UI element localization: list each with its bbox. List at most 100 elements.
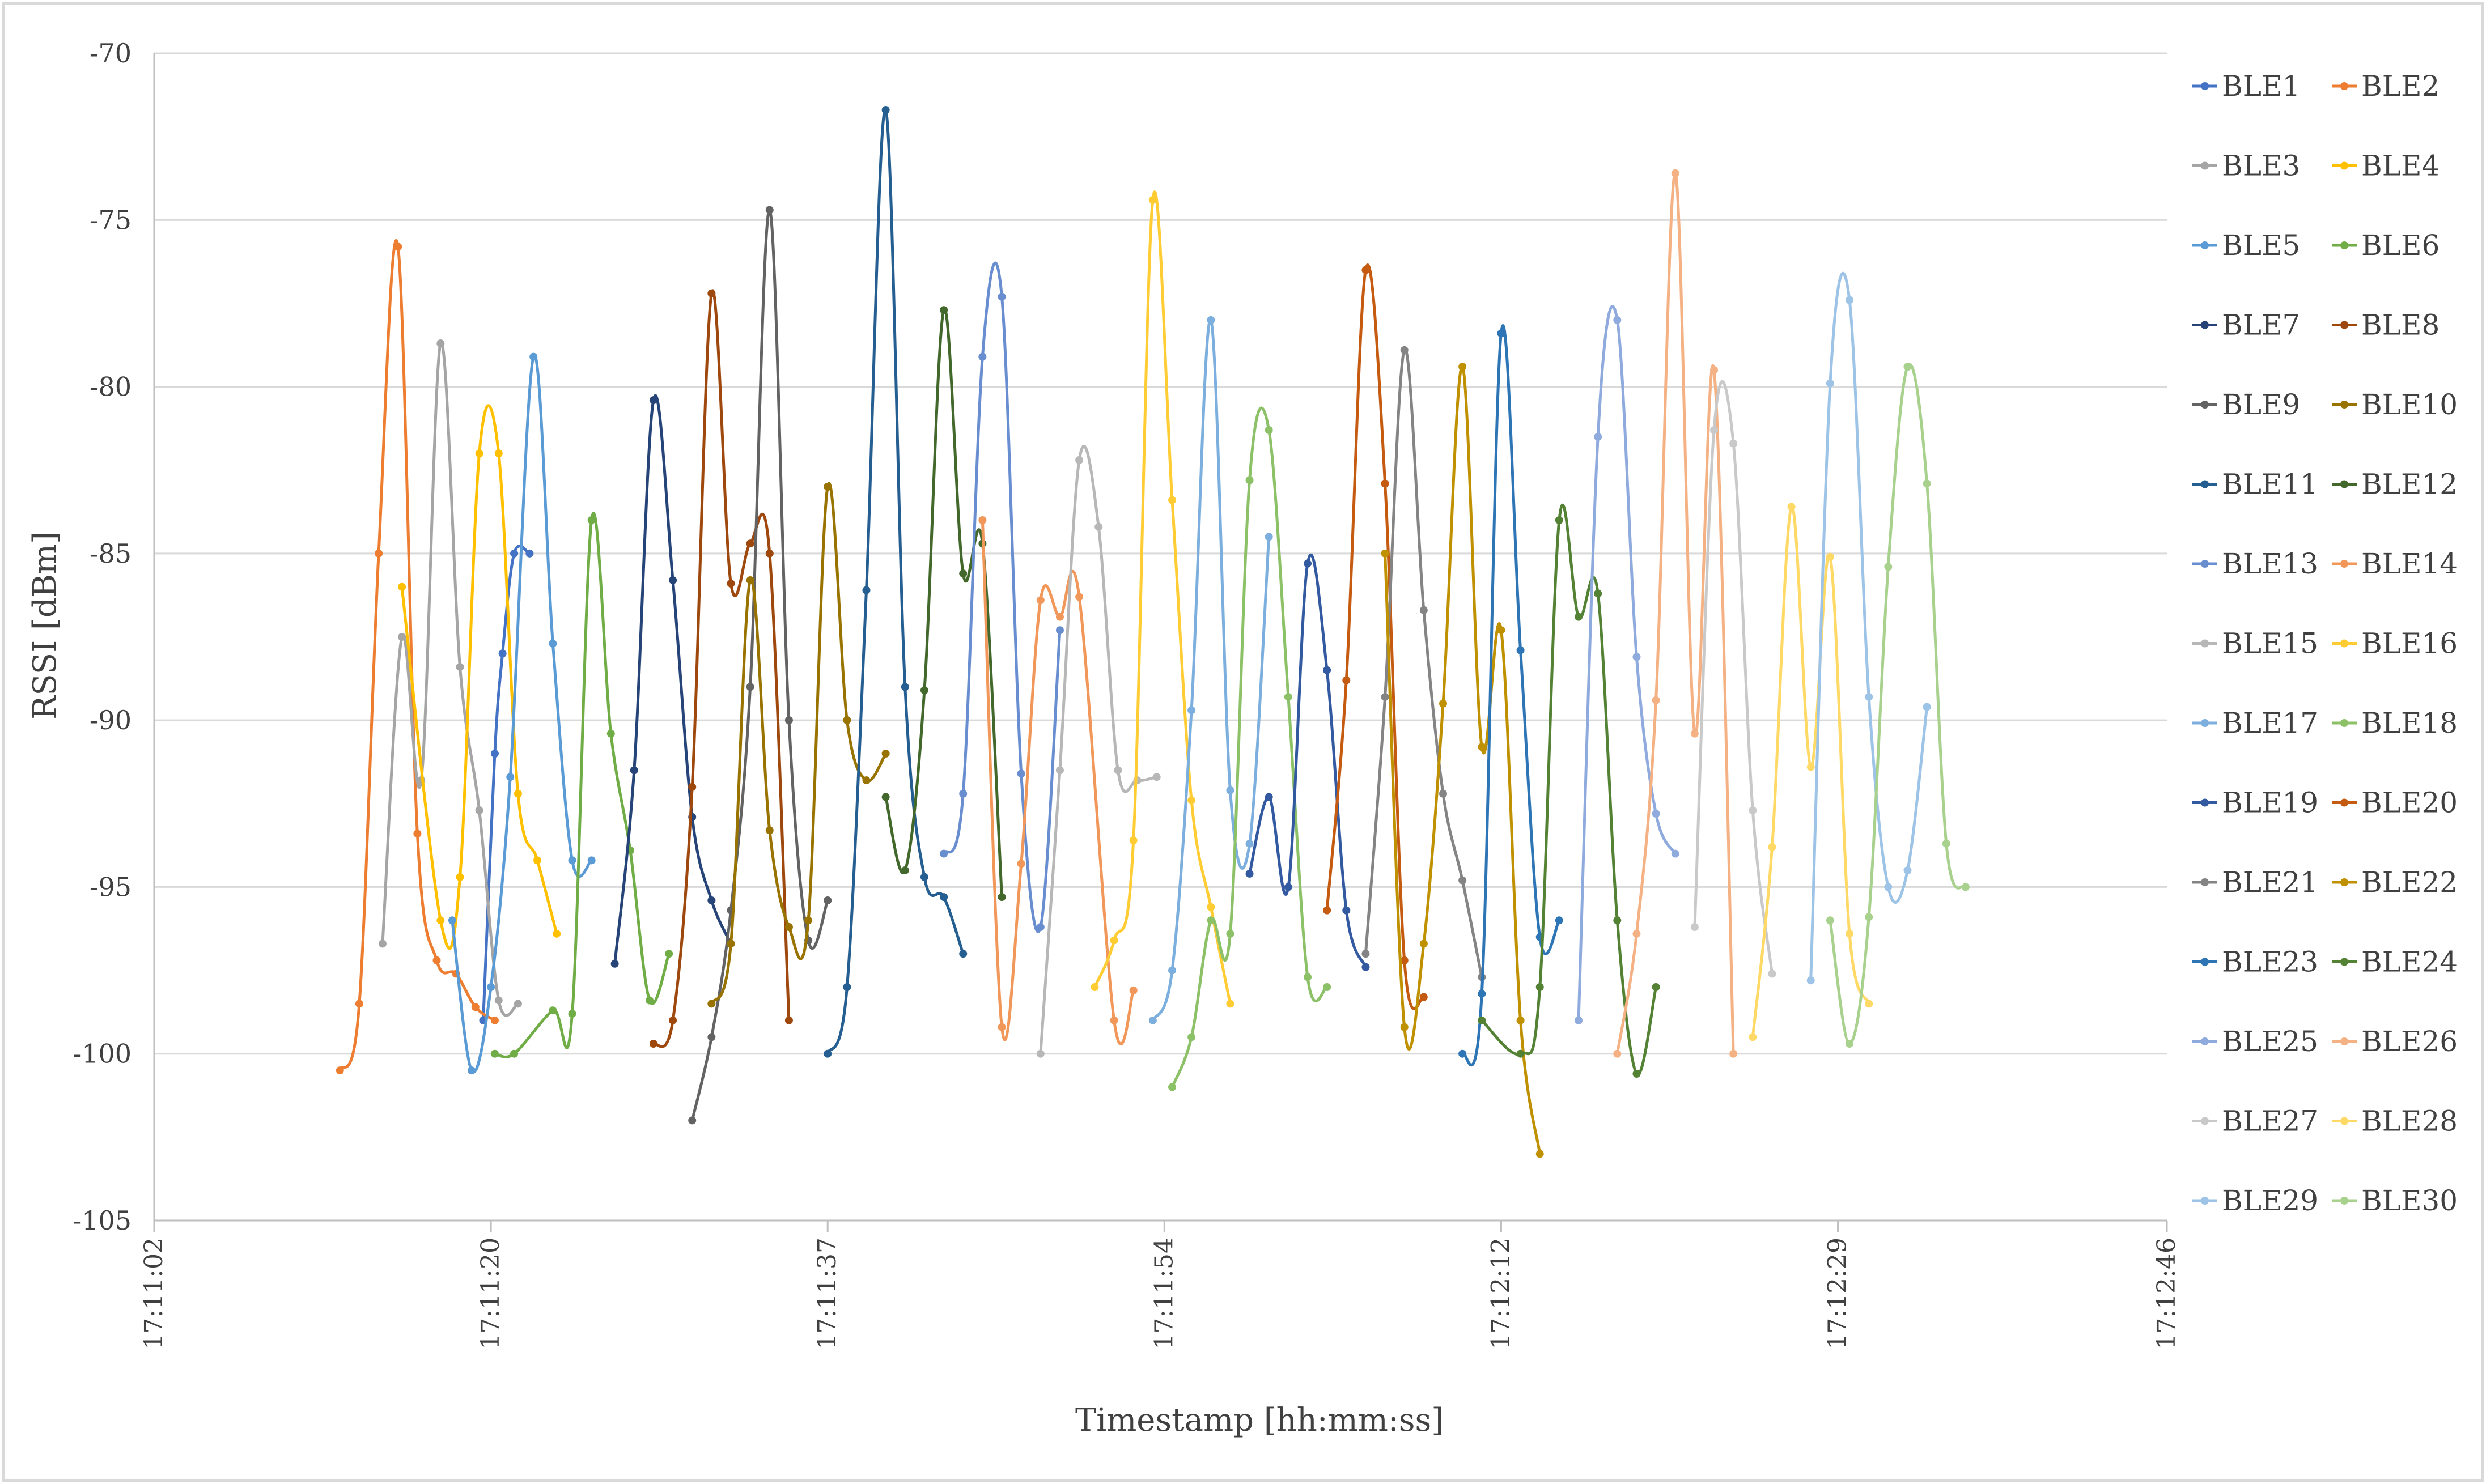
legend-label: BLE9: [2222, 388, 2300, 421]
legend-label: BLE18: [2361, 707, 2458, 739]
series-ble25: [1575, 305, 1679, 1024]
y-tick-label: -100: [73, 1039, 131, 1069]
series-line: [1693, 380, 1774, 975]
legend-label: BLE27: [2222, 1105, 2318, 1138]
data-point: [824, 896, 832, 904]
data-point: [1535, 983, 1544, 991]
data-point: [646, 996, 654, 1005]
legend-item-ble15: BLE15: [2192, 627, 2318, 660]
data-point: [398, 633, 406, 641]
data-point: [549, 639, 557, 648]
legend-item-ble23: BLE23: [2192, 946, 2318, 979]
data-point: [1846, 296, 1854, 304]
data-point: [669, 1016, 677, 1024]
data-point: [1575, 613, 1583, 621]
legend-label: BLE4: [2361, 150, 2440, 182]
series-line: [1364, 348, 1483, 979]
data-point: [606, 729, 615, 738]
data-point: [1055, 613, 1064, 621]
data-point: [1846, 1040, 1854, 1048]
data-point: [1516, 646, 1525, 654]
legend-item-ble4: BLE4: [2332, 150, 2440, 182]
data-point: [765, 826, 774, 835]
legend-swatch-marker: [2201, 82, 2209, 90]
data-point: [1303, 973, 1312, 981]
data-point: [514, 789, 522, 798]
data-point: [610, 959, 619, 968]
data-point: [1768, 843, 1776, 851]
data-point: [1400, 1023, 1409, 1031]
data-point: [514, 1000, 522, 1008]
data-point: [665, 950, 673, 958]
data-point: [1923, 703, 1931, 711]
data-point: [1226, 786, 1234, 794]
data-point: [1187, 1033, 1196, 1041]
legend-label: BLE24: [2361, 946, 2458, 979]
y-tick-label: -105: [73, 1205, 131, 1236]
data-point: [959, 789, 968, 798]
data-point: [1361, 950, 1370, 958]
legend-label: BLE14: [2361, 547, 2458, 580]
legend-label: BLE11: [2222, 468, 2318, 501]
data-point: [498, 649, 507, 658]
series-ble8: [649, 289, 793, 1048]
data-point: [394, 243, 402, 251]
legend-item-ble28: BLE28: [2332, 1105, 2458, 1138]
data-point: [1478, 1016, 1486, 1024]
series-line: [1325, 263, 1426, 1010]
data-point: [1284, 692, 1292, 701]
data-point: [1632, 1070, 1641, 1078]
series-ble4: [398, 404, 561, 950]
data-point: [998, 893, 1006, 902]
data-point: [510, 549, 519, 558]
data-point: [1323, 983, 1331, 991]
data-point: [746, 539, 754, 548]
legend-label: BLE8: [2361, 309, 2440, 342]
data-point: [1323, 906, 1331, 915]
y-tick-label: -75: [90, 205, 131, 235]
data-point: [1187, 796, 1196, 805]
series-ble28: [1749, 503, 1873, 1041]
data-point: [1055, 766, 1064, 775]
data-point: [1075, 593, 1084, 601]
data-point: [1884, 563, 1893, 571]
legend-swatch-marker: [2201, 161, 2209, 170]
data-point: [1245, 839, 1254, 848]
legend-item-ble25: BLE25: [2192, 1025, 2318, 1058]
data-point: [1148, 195, 1157, 204]
data-point: [727, 939, 735, 948]
data-point: [1226, 1000, 1234, 1008]
series-line: [1039, 444, 1159, 1056]
data-point: [1826, 379, 1834, 388]
legend-swatch-marker: [2201, 1037, 2209, 1045]
series-line: [652, 289, 791, 1048]
data-point: [1690, 729, 1699, 738]
legend-label: BLE13: [2222, 547, 2318, 580]
legend-swatch-marker: [2201, 321, 2209, 329]
data-point: [707, 896, 716, 904]
data-point: [1575, 1016, 1583, 1024]
data-point: [1632, 929, 1641, 938]
data-point: [1594, 432, 1602, 441]
data-point: [1806, 976, 1815, 985]
series-group: [336, 106, 1970, 1158]
legend-label: BLE30: [2361, 1184, 2458, 1217]
data-point: [940, 849, 948, 858]
data-point: [1361, 963, 1370, 971]
data-point: [1148, 1016, 1157, 1024]
y-tick-label: -80: [90, 372, 131, 402]
data-point: [413, 830, 422, 838]
data-point: [978, 516, 987, 524]
legend-label: BLE12: [2361, 468, 2458, 501]
data-point: [1555, 916, 1563, 925]
data-point: [529, 352, 538, 361]
data-point: [1361, 266, 1370, 274]
data-point: [1865, 1000, 1873, 1008]
data-point: [1017, 860, 1025, 868]
legend-swatch-marker: [2340, 639, 2348, 648]
data-point: [1671, 849, 1679, 858]
data-point: [649, 396, 657, 405]
data-point: [1152, 773, 1161, 781]
series-ble10: [707, 482, 890, 1008]
legend-item-ble6: BLE6: [2332, 229, 2440, 262]
